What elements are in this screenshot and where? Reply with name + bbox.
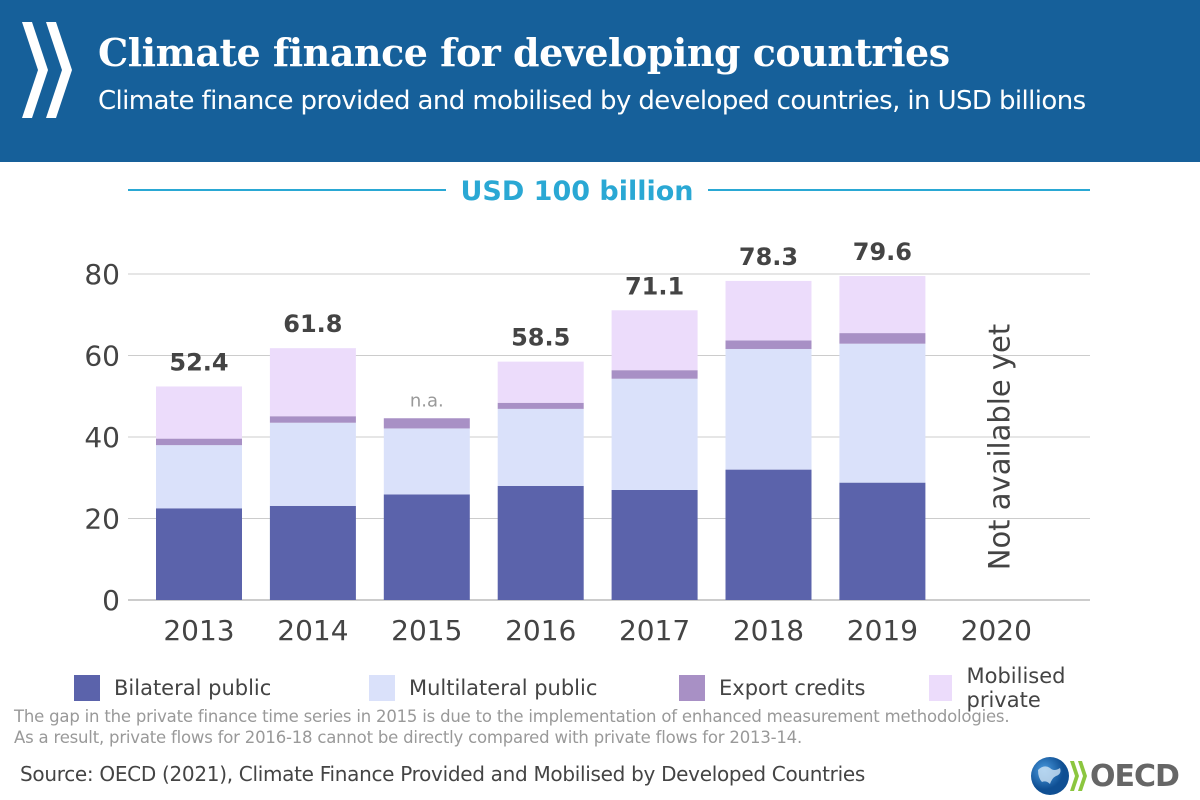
bar-segment-multilateral-public (497, 408, 584, 486)
bar-segment-multilateral-public (383, 428, 470, 495)
total-label: 79.6 (853, 238, 912, 266)
bar-segment-export-credits (497, 402, 584, 409)
bar-segment-mobilised-private (269, 348, 356, 417)
oecd-logo-text: OECD (1090, 758, 1180, 794)
bar-segment-bilateral-public (383, 494, 470, 600)
bar-segment-bilateral-public (156, 508, 242, 600)
bar-segment-mobilised-private (839, 276, 926, 334)
total-label: 71.1 (625, 272, 684, 300)
legend-label: Export credits (719, 676, 866, 700)
bar-segment-bilateral-public (725, 469, 812, 600)
x-tick-label: 2019 (847, 614, 918, 647)
bar-segment-export-credits (725, 340, 812, 349)
x-tick-label: 2017 (619, 614, 690, 647)
bar-segment-mobilised-private (725, 280, 812, 341)
bar-segment-mobilised-private (497, 361, 584, 403)
x-tick-label: 2014 (277, 614, 348, 647)
total-label: 78.3 (739, 243, 798, 271)
globe-icon (1031, 757, 1069, 795)
legend-swatch (679, 675, 705, 701)
footnote-line: The gap in the private finance time seri… (14, 707, 1010, 726)
footnote-line: As a result, private flows for 2016-18 c… (14, 728, 803, 747)
bar-segment-export-credits (269, 416, 356, 423)
x-tick-label: 2016 (505, 614, 576, 647)
bar-segment-multilateral-public (725, 348, 812, 470)
bar-segment-bilateral-public (269, 505, 356, 600)
x-tick-label: 2013 (163, 614, 234, 647)
oecd-chevron-icon (1070, 761, 1087, 791)
bar-segment-mobilised-private (156, 386, 242, 439)
legend-item: Mobilised private (929, 664, 1129, 712)
footnote: The gap in the private finance time seri… (14, 706, 1010, 748)
bar-segment-multilateral-public (611, 378, 698, 490)
total-label: n.a. (410, 390, 444, 411)
bar-segment-export-credits (383, 418, 470, 429)
total-label: 52.4 (169, 348, 228, 376)
source-text: Source: OECD (2021), Climate Finance Pro… (20, 762, 865, 786)
total-label: 61.8 (283, 310, 342, 338)
page-subtitle: Climate finance provided and mobilised b… (98, 86, 1086, 116)
page-title: Climate finance for developing countries (98, 30, 950, 75)
bar-segment-multilateral-public (156, 445, 242, 509)
legend-swatch (369, 675, 395, 701)
oecd-logo: OECD (1030, 756, 1180, 796)
legend-swatch (74, 675, 100, 701)
legend-item: Bilateral public (74, 664, 369, 712)
legend-label: Mobilised private (966, 664, 1066, 712)
bar-segment-mobilised-private (611, 310, 698, 371)
x-tick-label: 2018 (733, 614, 804, 647)
bar-segment-multilateral-public (269, 422, 356, 506)
legend-label: Bilateral public (114, 676, 272, 700)
oecd-chevron-logo-icon (22, 22, 72, 118)
bar-segment-export-credits (611, 370, 698, 379)
y-tick-label: 40 (84, 421, 120, 454)
total-label: 58.5 (511, 324, 570, 352)
legend-item: Export credits (679, 664, 929, 712)
legend-label: Multilateral public (409, 676, 598, 700)
not-available-annotation: Not available yet (982, 324, 1016, 571)
bar-segment-multilateral-public (839, 343, 926, 483)
x-tick-label: 2020 (961, 614, 1032, 647)
y-tick-label: 0 (102, 584, 120, 617)
legend-swatch (929, 675, 953, 701)
legend: Bilateral public Multilateral public Expor… (74, 664, 1129, 712)
bar-segment-bilateral-public (839, 482, 926, 600)
x-tick-label: 2015 (391, 614, 462, 647)
y-tick-label: 80 (84, 258, 120, 291)
header: Climate finance for developing countries… (0, 0, 1200, 162)
y-tick-label: 20 (84, 503, 120, 536)
bar-segment-bilateral-public (611, 489, 698, 600)
reference-line-label: USD 100 billion (460, 176, 693, 207)
bar-segment-export-credits (839, 333, 926, 344)
bar-segment-export-credits (156, 438, 242, 446)
legend-item: Multilateral public (369, 664, 679, 712)
y-tick-label: 60 (84, 340, 120, 373)
bar-segment-bilateral-public (497, 485, 584, 600)
stacked-bar-chart: USD 100 billion 0 20 40 60 80 2013 52.4 2014 61.8… (84, 176, 1090, 647)
